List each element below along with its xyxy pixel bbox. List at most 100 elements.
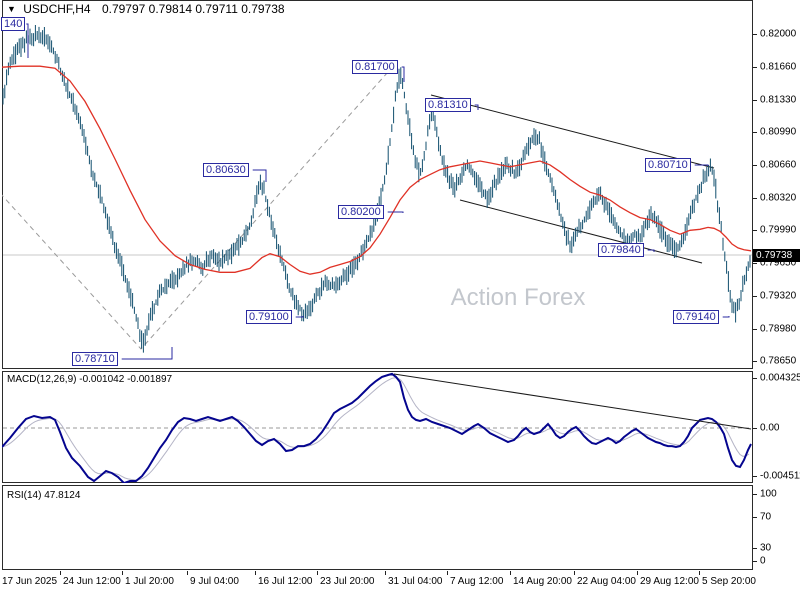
price-axis-label: 0.79320 — [760, 290, 797, 302]
time-axis-tick — [447, 571, 448, 575]
time-axis-label: 29 Aug 12:00 — [640, 576, 699, 587]
price-label-box[interactable]: 0.80630 — [203, 163, 249, 177]
price-label-box[interactable]: 0.81310 — [425, 98, 471, 112]
macd-axis-label: 0.00 — [760, 422, 780, 434]
macd-axis-label: 0.004325 — [760, 372, 800, 384]
time-axis-label: 1 Jul 20:00 — [125, 576, 174, 587]
time-axis[interactable]: 17 Jun 2025 24 Jun 12:00 1 Jul 20:00 9 Jul … — [0, 570, 800, 600]
price-chart-canvas[interactable]: Action Forex — [2, 0, 753, 369]
time-axis-label: 5 Sep 20:00 — [702, 576, 756, 587]
price-axis-tick — [753, 361, 757, 362]
macd-trendline[interactable] — [393, 373, 752, 430]
rsi-axis-tick — [753, 494, 757, 495]
price-axis-label: 0.78650 — [760, 355, 797, 367]
macd-values: -0.001042 -0.001897 — [79, 374, 173, 385]
macd-axis-label: -0.004511 — [760, 470, 800, 482]
price-axis-label: 0.80320 — [760, 192, 797, 204]
price-axis-label: 0.81330 — [760, 94, 797, 106]
label-connector — [295, 316, 304, 318]
price-axis-tick — [753, 296, 757, 297]
time-axis-tick — [255, 571, 256, 575]
rsi-axis-label: 0 — [760, 555, 766, 567]
chart-ohlc-values: 0.79797 0.79814 0.79711 0.79738 — [101, 2, 285, 16]
price-axis-tick — [753, 34, 757, 35]
time-axis-tick — [187, 571, 188, 575]
price-label-box[interactable]: 0.79840 — [598, 243, 644, 257]
rsi-panel-canvas[interactable] — [2, 485, 753, 570]
label-connector — [387, 211, 404, 213]
time-axis-label: 22 Aug 04:00 — [577, 576, 636, 587]
macd-axis-tick — [753, 476, 757, 477]
time-axis-label: 31 Jul 04:00 — [388, 576, 443, 587]
macd-name: MACD(12,26,9) — [7, 374, 77, 385]
time-axis-tick — [510, 571, 511, 575]
price-axis-tick — [753, 329, 757, 330]
time-axis-tick — [637, 571, 638, 575]
ohlc-bars — [2, 25, 751, 353]
chart-symbol-timeframe: USDCHF,H4 — [23, 2, 91, 16]
price-axis-tick — [753, 67, 757, 68]
price-label-box[interactable]: 0.79140 — [673, 310, 719, 324]
price-axis[interactable]: 0.82000 0.81660 0.81330 0.80990 0.80660 0.803… — [753, 0, 800, 570]
label-connector — [474, 104, 479, 110]
time-axis-tick — [60, 571, 61, 575]
symbol-dropdown-icon[interactable]: ▼ — [7, 4, 16, 14]
price-axis-label: 0.79990 — [760, 224, 797, 236]
rsi-name: RSI(14) — [7, 490, 42, 501]
current-price-tag: 0.79738 — [753, 249, 800, 262]
time-axis-label: 7 Aug 12:00 — [450, 576, 504, 587]
price-axis-tick — [753, 165, 757, 166]
label-connector — [694, 164, 709, 166]
time-axis-label: 14 Aug 20:00 — [513, 576, 572, 587]
time-axis-label: 24 Jun 12:00 — [63, 576, 121, 587]
macd-axis-tick — [753, 428, 757, 429]
time-axis-tick — [574, 571, 575, 575]
price-label-box[interactable]: 0.80200 — [338, 205, 384, 219]
price-axis-label: 0.80990 — [760, 126, 797, 138]
price-axis-label: 0.81660 — [760, 61, 797, 73]
price-label-box[interactable]: 140 — [1, 17, 26, 31]
price-label-box[interactable]: 0.78710 — [72, 352, 118, 366]
macd-panel-canvas[interactable] — [2, 371, 753, 483]
price-axis-tick — [753, 230, 757, 231]
label-connector — [26, 23, 29, 58]
time-axis-tick — [699, 571, 700, 575]
label-connector — [401, 66, 405, 82]
price-axis-label: 0.80660 — [760, 159, 797, 171]
time-axis-tick — [122, 571, 123, 575]
price-axis-tick — [753, 132, 757, 133]
rsi-indicator-label: RSI(14) 47.8124 — [7, 490, 80, 501]
rsi-axis-label: 100 — [760, 488, 777, 500]
price-label-box[interactable]: 0.80710 — [645, 158, 691, 172]
time-axis-tick — [385, 571, 386, 575]
macd-signal-line — [2, 377, 750, 481]
time-axis-label: 16 Jul 12:00 — [258, 576, 313, 587]
zigzag-trendline[interactable] — [2, 62, 397, 350]
rsi-value: 47.8124 — [44, 490, 81, 501]
rsi-axis-tick — [753, 561, 757, 562]
price-axis-label: 0.82000 — [760, 28, 797, 40]
time-axis-label: 23 Jul 20:00 — [320, 576, 375, 587]
price-axis-tick — [753, 198, 757, 199]
price-axis-label: 0.79650 — [760, 257, 797, 269]
watermark: Action Forex — [451, 284, 586, 311]
chart-title-row: ▼ USDCHF,H4 0.79797 0.79814 0.79711 0.79… — [7, 2, 285, 16]
moving-average-line — [2, 65, 752, 275]
label-connector — [647, 249, 655, 252]
price-axis-label: 0.78980 — [760, 323, 797, 335]
rsi-axis-tick — [753, 517, 757, 518]
rsi-axis-label: 30 — [760, 542, 772, 554]
label-connector — [121, 347, 173, 360]
time-axis-tick — [317, 571, 318, 575]
price-label-box[interactable]: 0.81700 — [352, 60, 398, 74]
price-label-box[interactable]: 0.79100 — [246, 310, 292, 324]
rsi-axis-tick — [753, 548, 757, 549]
label-connector — [722, 316, 730, 318]
macd-indicator-label: MACD(12,26,9) -0.001042 -0.001897 — [7, 374, 172, 385]
macd-main-line — [2, 372, 752, 483]
label-connector — [252, 169, 267, 182]
price-axis-tick — [753, 100, 757, 101]
time-axis-label: 9 Jul 04:00 — [190, 576, 239, 587]
